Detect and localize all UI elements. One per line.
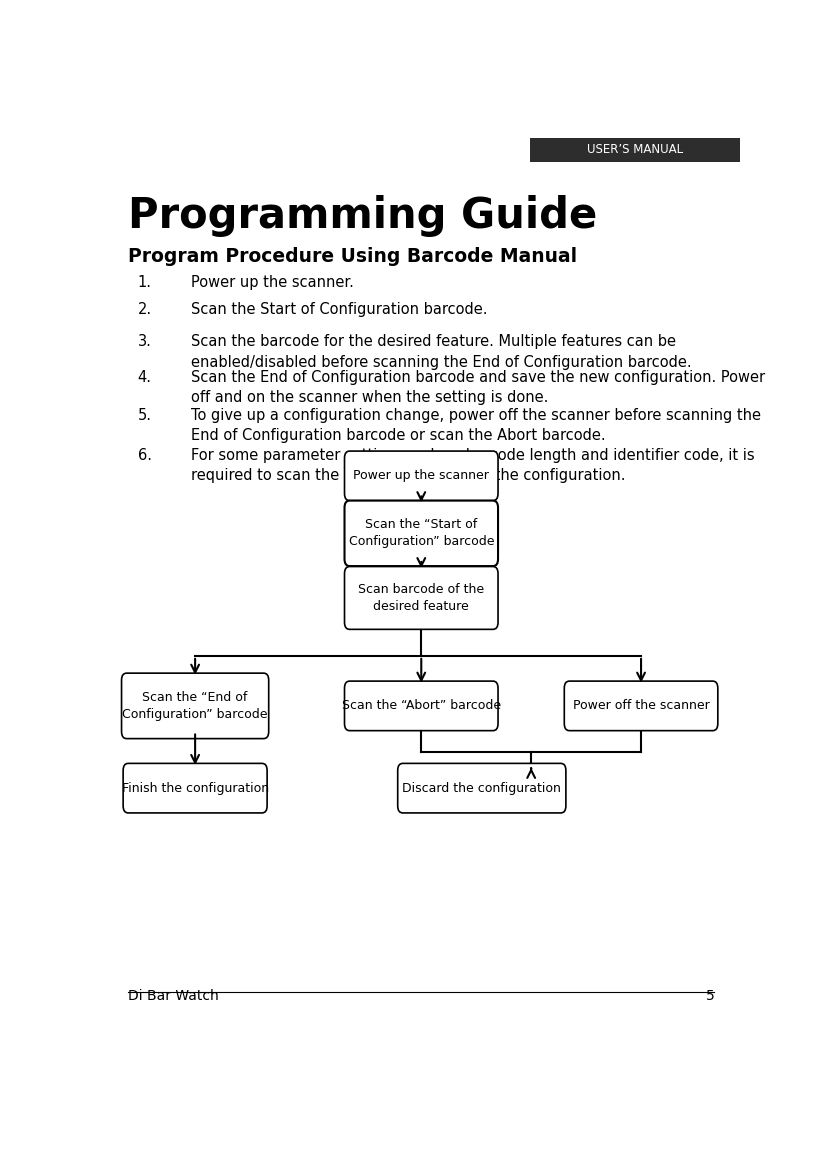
Text: For some parameter setting, such as barcode length and identifier code, it is
re: For some parameter setting, such as barc…	[191, 447, 755, 483]
FancyBboxPatch shape	[564, 681, 718, 731]
Text: Power up the scanner.: Power up the scanner.	[191, 275, 353, 290]
Text: Di Bar Watch: Di Bar Watch	[128, 989, 219, 1003]
Text: Scan the barcode for the desired feature. Multiple features can be
enabled/disab: Scan the barcode for the desired feature…	[191, 334, 691, 370]
Text: 5.: 5.	[138, 408, 152, 423]
Text: 4.: 4.	[138, 370, 152, 385]
Text: Discard the configuration: Discard the configuration	[402, 781, 561, 795]
Text: 5: 5	[705, 989, 714, 1003]
FancyBboxPatch shape	[529, 138, 740, 162]
Text: USER’S MANUAL: USER’S MANUAL	[587, 144, 683, 156]
FancyBboxPatch shape	[344, 681, 498, 731]
FancyBboxPatch shape	[123, 763, 267, 813]
Text: 3.: 3.	[138, 334, 152, 349]
Text: Scan barcode of the
desired feature: Scan barcode of the desired feature	[358, 583, 484, 612]
Text: Scan the “Start of
Configuration” barcode: Scan the “Start of Configuration” barcod…	[349, 518, 494, 548]
FancyBboxPatch shape	[398, 763, 566, 813]
FancyBboxPatch shape	[344, 452, 498, 501]
Text: Programming Guide: Programming Guide	[128, 195, 598, 238]
Text: Power off the scanner: Power off the scanner	[573, 700, 709, 712]
Text: 1.: 1.	[138, 275, 152, 290]
Text: To give up a configuration change, power off the scanner before scanning the
End: To give up a configuration change, power…	[191, 408, 760, 444]
Text: Power up the scanner: Power up the scanner	[353, 469, 489, 483]
Text: Scan the “End of
Configuration” barcode: Scan the “End of Configuration” barcode	[122, 691, 268, 720]
Text: 6.: 6.	[138, 447, 152, 463]
Text: Finish the configuration: Finish the configuration	[122, 781, 269, 795]
FancyBboxPatch shape	[344, 566, 498, 630]
Text: Program Procedure Using Barcode Manual: Program Procedure Using Barcode Manual	[128, 247, 577, 265]
Text: Scan the “Abort” barcode: Scan the “Abort” barcode	[342, 700, 501, 712]
Text: Scan the Start of Configuration barcode.: Scan the Start of Configuration barcode.	[191, 301, 487, 317]
FancyBboxPatch shape	[122, 673, 269, 739]
FancyBboxPatch shape	[344, 501, 498, 566]
Text: Scan the End of Configuration barcode and save the new configuration. Power
off : Scan the End of Configuration barcode an…	[191, 370, 764, 406]
Text: 2.: 2.	[138, 301, 152, 317]
